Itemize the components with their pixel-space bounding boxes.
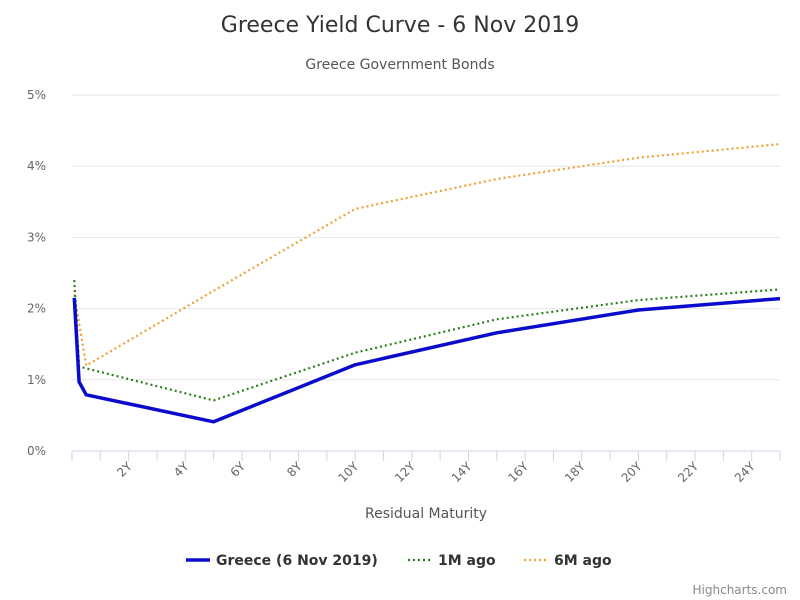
x-tick-label: 12Y: [392, 459, 418, 485]
y-tick-label: 5%: [27, 88, 46, 102]
legend: Greece (6 Nov 2019) 1M ago 6M ago: [186, 553, 612, 569]
x-tick-label: 10Y: [335, 459, 361, 485]
y-tick-label: 3%: [27, 230, 46, 244]
y-tick-label: 0%: [27, 444, 46, 458]
credits-link[interactable]: Highcharts.com: [693, 583, 787, 597]
x-tick-label: 2Y: [114, 459, 135, 480]
x-axis: 2Y 4Y 6Y 8Y 10Y 12Y 14Y 16Y 18Y 20Y 22Y 24Y: [71, 450, 781, 485]
x-tick-label: 4Y: [171, 459, 192, 480]
y-tick-label: 2%: [27, 302, 46, 316]
x-tick-label: 16Y: [505, 459, 531, 485]
series-lines: [72, 143, 781, 424]
chart-subtitle: Greece Government Bonds: [305, 57, 494, 73]
series-line-0: [72, 296, 781, 424]
x-tick-label: 8Y: [284, 459, 305, 480]
legend-label-0: Greece (6 Nov 2019): [216, 553, 378, 569]
x-tick-label: 22Y: [675, 459, 701, 485]
x-tick-label: 18Y: [562, 459, 588, 485]
x-tick-label: 20Y: [619, 459, 645, 485]
x-tick-label: 24Y: [732, 459, 758, 485]
y-axis-ticks: 0% 1% 2% 3% 4% 5%: [27, 88, 46, 458]
y-tick-label: 4%: [27, 159, 46, 173]
grid-lines: [72, 94, 780, 452]
legend-label-1: 1M ago: [438, 553, 496, 569]
chart-title: Greece Yield Curve - 6 Nov 2019: [221, 13, 579, 38]
series-line-1: [73, 280, 781, 402]
series-line-2: [73, 143, 781, 367]
x-axis-title: Residual Maturity: [365, 506, 487, 522]
y-tick-label: 1%: [27, 373, 46, 387]
x-tick-label: 6Y: [228, 459, 249, 480]
x-tick-label: 14Y: [449, 459, 475, 485]
legend-label-2: 6M ago: [554, 553, 612, 569]
